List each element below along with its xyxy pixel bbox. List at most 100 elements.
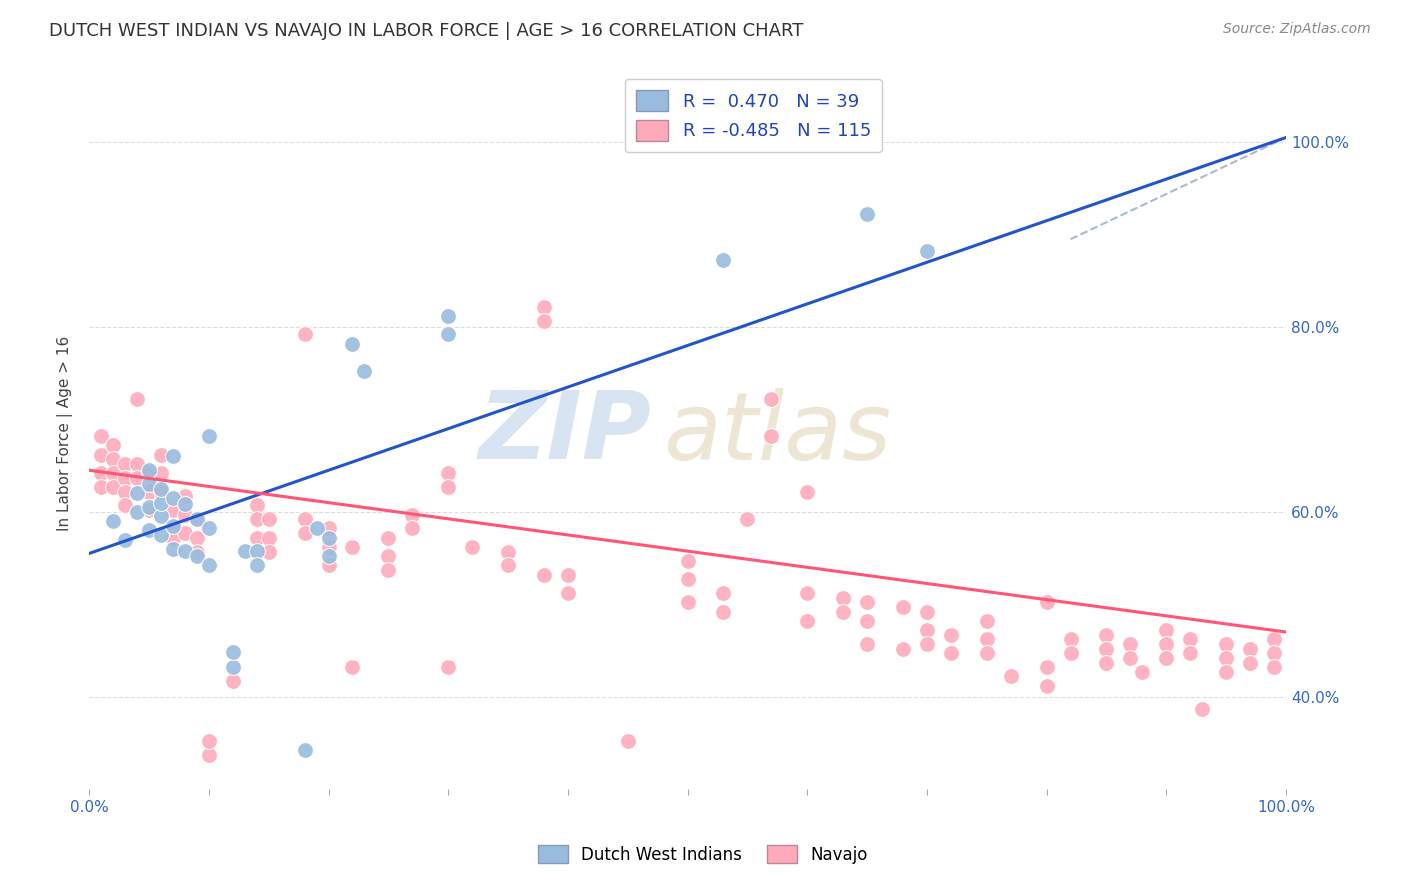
Point <box>557 586 579 600</box>
Point <box>1263 646 1285 660</box>
Point <box>162 450 184 464</box>
Point <box>125 470 148 484</box>
Point <box>318 549 340 564</box>
Point <box>496 544 519 558</box>
Point <box>114 533 136 547</box>
Point <box>713 586 735 600</box>
Point <box>186 512 208 526</box>
Point <box>342 540 364 554</box>
Point <box>222 645 245 659</box>
Point <box>1059 632 1081 647</box>
Point <box>174 526 197 541</box>
Point <box>1000 669 1022 683</box>
Point <box>246 558 269 573</box>
Point <box>796 586 818 600</box>
Point <box>90 466 112 480</box>
Point <box>90 429 112 443</box>
Point <box>1191 702 1213 716</box>
Point <box>162 531 184 545</box>
Point <box>114 484 136 499</box>
Point <box>401 508 423 522</box>
Point <box>246 543 269 558</box>
Point <box>222 673 245 688</box>
Point <box>101 452 124 467</box>
Point <box>856 207 879 221</box>
Text: atlas: atlas <box>664 388 891 479</box>
Point <box>294 526 316 541</box>
Point <box>198 429 221 443</box>
Point <box>437 466 460 480</box>
Point <box>713 253 735 268</box>
Point <box>138 463 160 477</box>
Point <box>114 470 136 484</box>
Point <box>1035 679 1057 693</box>
Point <box>1095 656 1118 670</box>
Point <box>976 632 998 647</box>
Point <box>1156 623 1178 637</box>
Point <box>125 457 148 471</box>
Point <box>318 540 340 554</box>
Point <box>246 499 269 513</box>
Point <box>233 543 256 558</box>
Point <box>856 595 879 609</box>
Point <box>246 512 269 526</box>
Point <box>1119 651 1142 665</box>
Point <box>761 429 783 443</box>
Point <box>342 660 364 674</box>
Point <box>318 521 340 535</box>
Point <box>342 336 364 351</box>
Point <box>915 244 938 259</box>
Point <box>174 489 197 503</box>
Point <box>1180 646 1202 660</box>
Point <box>257 544 280 558</box>
Point <box>939 628 962 642</box>
Point <box>246 531 269 545</box>
Point <box>294 743 316 757</box>
Point <box>114 457 136 471</box>
Point <box>138 524 160 538</box>
Point <box>174 498 197 512</box>
Point <box>676 595 699 609</box>
Point <box>101 514 124 528</box>
Point <box>1239 641 1261 656</box>
Point <box>437 309 460 323</box>
Point <box>294 512 316 526</box>
Point <box>1035 595 1057 609</box>
Point <box>198 558 221 573</box>
Point <box>162 521 184 535</box>
Point <box>533 300 555 314</box>
Point <box>101 438 124 452</box>
Point <box>437 327 460 342</box>
Point <box>496 558 519 573</box>
Point <box>186 544 208 558</box>
Point <box>162 518 184 533</box>
Point <box>162 541 184 556</box>
Point <box>1156 651 1178 665</box>
Point <box>198 747 221 762</box>
Point <box>713 605 735 619</box>
Point <box>1239 656 1261 670</box>
Point <box>557 567 579 582</box>
Point <box>856 637 879 651</box>
Text: Source: ZipAtlas.com: Source: ZipAtlas.com <box>1223 22 1371 37</box>
Point <box>318 558 340 573</box>
Point <box>976 646 998 660</box>
Point <box>1215 651 1237 665</box>
Point <box>149 509 172 524</box>
Point <box>149 495 172 509</box>
Point <box>796 484 818 499</box>
Point <box>101 480 124 494</box>
Point <box>1059 646 1081 660</box>
Point <box>401 521 423 535</box>
Point <box>125 505 148 519</box>
Point <box>676 554 699 568</box>
Point <box>162 503 184 517</box>
Point <box>939 646 962 660</box>
Point <box>257 531 280 545</box>
Point <box>437 660 460 674</box>
Point <box>437 480 460 494</box>
Point <box>891 641 914 656</box>
Point <box>377 563 399 577</box>
Point <box>305 521 328 535</box>
Point <box>353 364 375 378</box>
